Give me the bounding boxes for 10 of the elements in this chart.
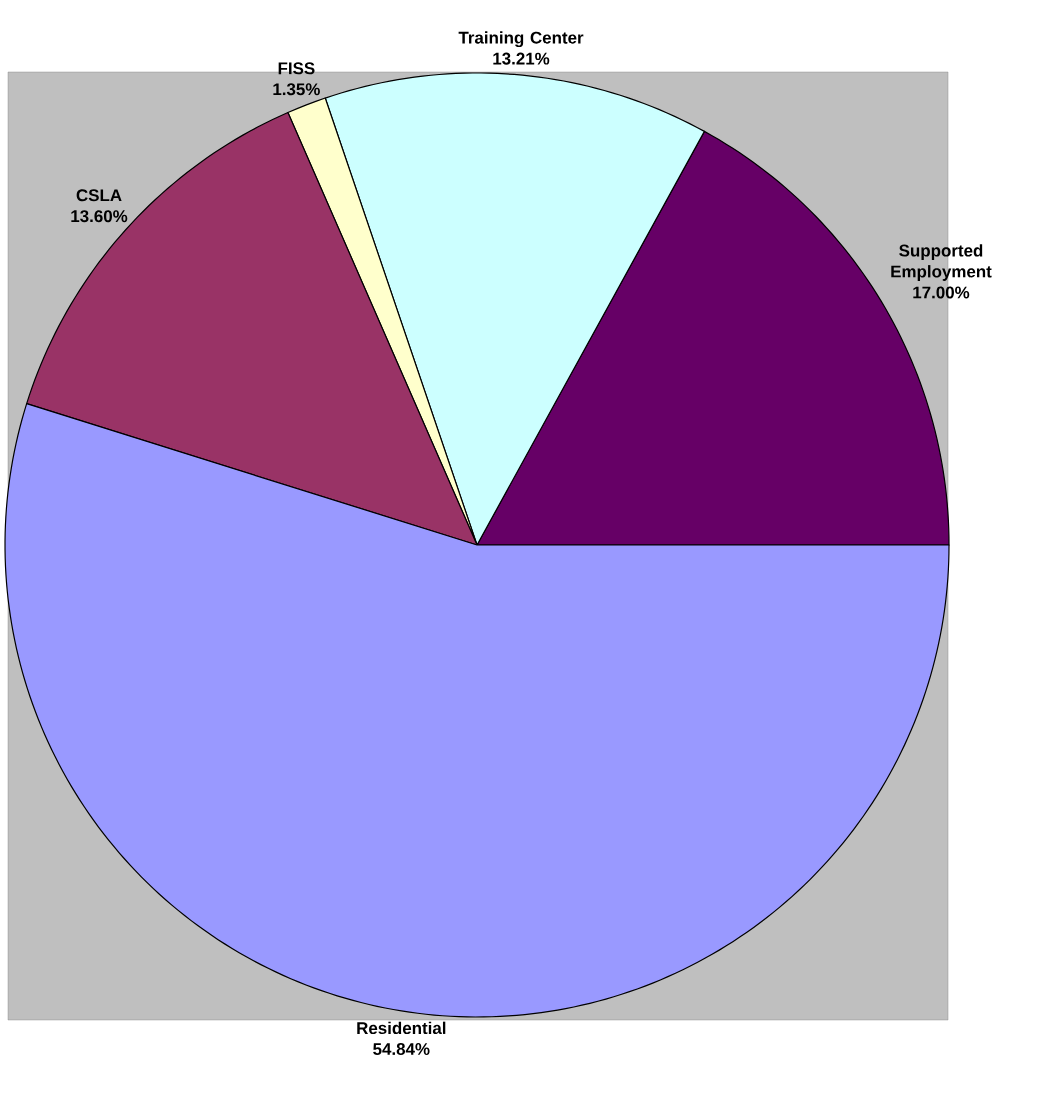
data-label: 13.60% [71,210,128,223]
slice-label: FISS [278,62,315,75]
data-label: 13.21% [493,52,550,65]
slice-label: Training Center [458,31,584,48]
data-label: 54.84% [373,1043,430,1056]
slice-label: Supported Employment [891,244,992,281]
data-label: 1.35% [273,83,320,96]
data-label: 17.00% [913,286,970,299]
slice-label: CSLA [76,189,122,202]
slice-label: Residential [357,1021,446,1035]
